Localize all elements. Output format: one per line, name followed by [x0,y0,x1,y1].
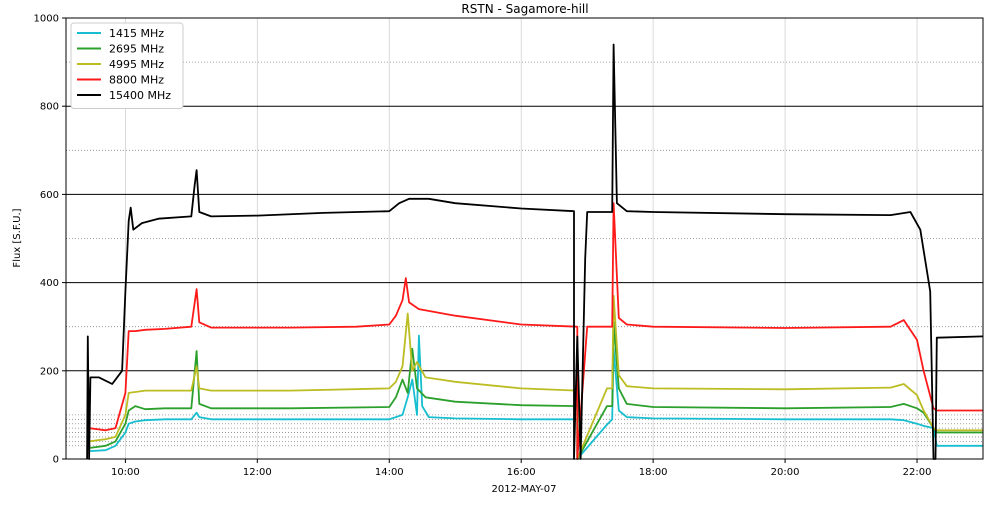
legend-label: 8800 MHz [109,74,164,87]
chart-title: RSTN - Sagamore-hill [461,2,588,16]
series-line [88,321,983,460]
x-tick-label: 18:00 [639,467,668,478]
y-tick-label: 400 [40,278,59,289]
x-tick-label: 20:00 [771,467,800,478]
series-line [88,294,983,460]
grid [66,18,983,459]
y-tick-label: 600 [40,190,59,201]
x-axis-label: 2012-MAY-07 [491,484,556,495]
legend: 1415 MHz 2695 MHz 4995 MHz 8800 MHz 15400 MH… [70,22,184,109]
legend-box [70,22,184,109]
series-line [88,202,983,460]
y-tick-label: 800 [40,102,59,113]
x-tick-label: 12:00 [243,467,272,478]
axis-ticks: 10:00 12:00 14:00 16:00 18:00 20:00 22:00 0 200 4… [34,14,932,479]
x-tick-label: 22:00 [903,467,932,478]
y-tick-label: 200 [40,366,59,377]
x-tick-label: 14:00 [375,467,404,478]
x-tick-label: 16:00 [507,467,536,478]
series-line [89,334,983,460]
x-tick-label: 10:00 [111,467,140,478]
y-tick-label: 0 [53,455,59,466]
y-axis-label: Flux [S.F.U.] [12,208,23,267]
series-lines [86,43,984,460]
y-tick-label: 1000 [34,14,59,25]
legend-label: 1415 MHz [109,27,164,40]
plot-frame [65,17,984,460]
series-line [86,43,984,460]
legend-label: 15400 MHz [109,89,171,102]
legend-label: 4995 MHz [109,58,164,71]
legend-label: 2695 MHz [109,43,164,56]
